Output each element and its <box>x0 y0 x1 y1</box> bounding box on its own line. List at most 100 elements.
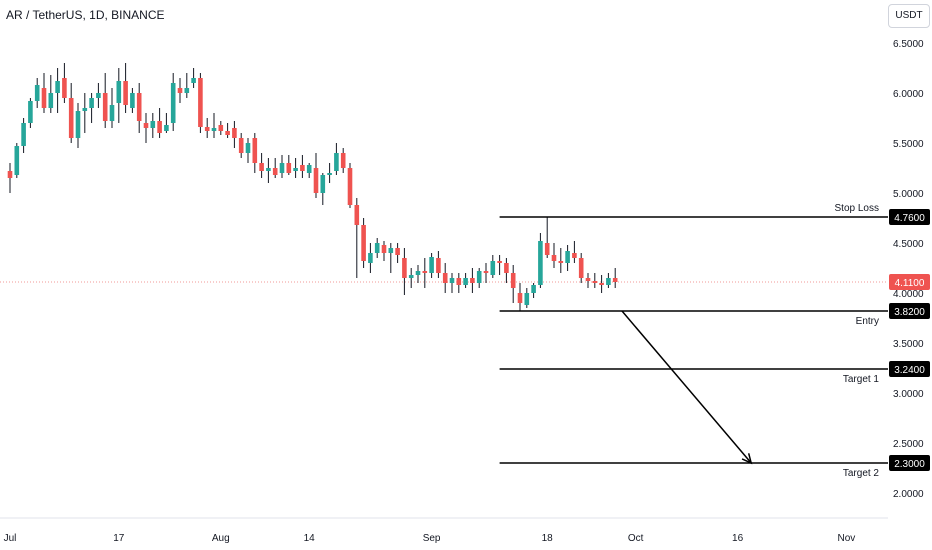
candle-up <box>89 98 94 108</box>
candle-down <box>483 271 489 273</box>
candle-up <box>21 123 26 146</box>
candle-up <box>34 85 40 101</box>
candle-up <box>388 248 394 253</box>
candle-up <box>48 93 54 108</box>
price-tag-label: 3.2400 <box>894 365 925 376</box>
candle-up <box>429 257 434 273</box>
candle-down <box>123 81 128 105</box>
candle-down <box>504 263 509 273</box>
candle-down <box>572 253 577 258</box>
y-tick-label: 4.0000 <box>893 289 924 300</box>
candle-down <box>361 225 366 261</box>
candle-up <box>191 78 196 83</box>
price-tag-label: 3.8200 <box>894 307 925 318</box>
candle-down <box>551 255 557 261</box>
y-tick-label: 2.5000 <box>893 439 924 450</box>
candle-down <box>238 138 244 153</box>
y-tick-label: 3.0000 <box>893 389 924 400</box>
candle-down <box>41 88 47 108</box>
candle-down <box>272 168 278 175</box>
candle-down <box>136 93 142 121</box>
current-price-label: 4.1100 <box>895 278 925 289</box>
candle-down <box>544 243 550 255</box>
candle-down <box>225 131 230 135</box>
candle-down <box>395 248 400 255</box>
level-label: Entry <box>856 316 879 327</box>
candle-down <box>436 258 441 273</box>
level-label: Target 1 <box>843 374 880 385</box>
candle-up <box>82 108 88 111</box>
candle-down <box>157 121 162 133</box>
candle-down <box>218 125 224 131</box>
candle-down <box>102 93 108 121</box>
candle-down <box>422 271 428 273</box>
candle-down <box>578 258 584 278</box>
candle-up <box>293 168 298 171</box>
candle-up <box>449 278 455 283</box>
candle-down <box>313 168 319 193</box>
candle-down <box>143 123 149 128</box>
candle-up <box>334 153 339 171</box>
candle-down <box>558 261 564 263</box>
candle-down <box>259 163 264 171</box>
candle-up <box>184 88 190 93</box>
candle-down <box>286 163 292 173</box>
chart-title: AR / TetherUS, 1D, BINANCE <box>6 8 165 22</box>
candle-up <box>266 168 271 171</box>
price-tag-label: 4.7600 <box>894 213 925 224</box>
candle-down <box>300 165 305 171</box>
x-tick-label: 17 <box>113 533 125 544</box>
candle-down <box>402 258 407 278</box>
candle-up <box>14 146 20 175</box>
x-tick-label: 16 <box>732 533 744 544</box>
candle-down <box>204 127 210 131</box>
currency-button[interactable]: USDT <box>888 4 930 28</box>
candle-down <box>517 293 523 303</box>
candle-down <box>442 273 448 283</box>
candle-down <box>62 78 67 98</box>
y-tick-label: 3.5000 <box>893 339 924 350</box>
candle-down <box>599 283 604 285</box>
candle-down <box>497 261 502 263</box>
candle-up <box>170 83 176 123</box>
level-label: Stop Loss <box>835 203 879 214</box>
y-tick-label: 4.5000 <box>893 239 924 250</box>
x-tick-label: Oct <box>628 533 644 544</box>
candle-down <box>354 205 360 225</box>
candle-up <box>606 278 611 285</box>
candle-down <box>470 278 475 283</box>
arrow-head <box>741 453 753 465</box>
y-tick-label: 6.0000 <box>893 89 924 100</box>
candle-down <box>198 78 203 127</box>
x-tick-label: Jul <box>4 533 17 544</box>
candle-up <box>463 278 468 285</box>
candle-up <box>109 105 115 121</box>
price-tag <box>889 455 930 471</box>
y-tick-label: 6.5000 <box>893 39 924 50</box>
candle-up <box>368 253 373 263</box>
level-label: Target 2 <box>843 468 880 479</box>
price-tag <box>889 303 930 319</box>
candle-down <box>347 168 353 205</box>
candle-up <box>327 173 332 175</box>
current-price-tag <box>889 274 930 290</box>
candle-down <box>456 278 462 285</box>
candle-down <box>612 278 618 282</box>
candle-down <box>592 281 598 283</box>
candle-up <box>245 143 251 153</box>
candle-up <box>415 271 421 275</box>
candle-up <box>116 81 122 103</box>
candle-up <box>306 165 312 173</box>
arrow-line <box>621 310 752 464</box>
candle-up <box>96 93 101 98</box>
candle-down <box>381 245 387 253</box>
price-tag <box>889 361 930 377</box>
candle-down <box>340 153 346 168</box>
x-tick-label: 18 <box>542 533 554 544</box>
y-tick-label: 2.0000 <box>893 489 924 500</box>
candle-up <box>55 81 60 93</box>
price-tag <box>889 209 930 225</box>
x-tick-label: Nov <box>838 533 856 544</box>
x-tick-label: Aug <box>212 533 230 544</box>
